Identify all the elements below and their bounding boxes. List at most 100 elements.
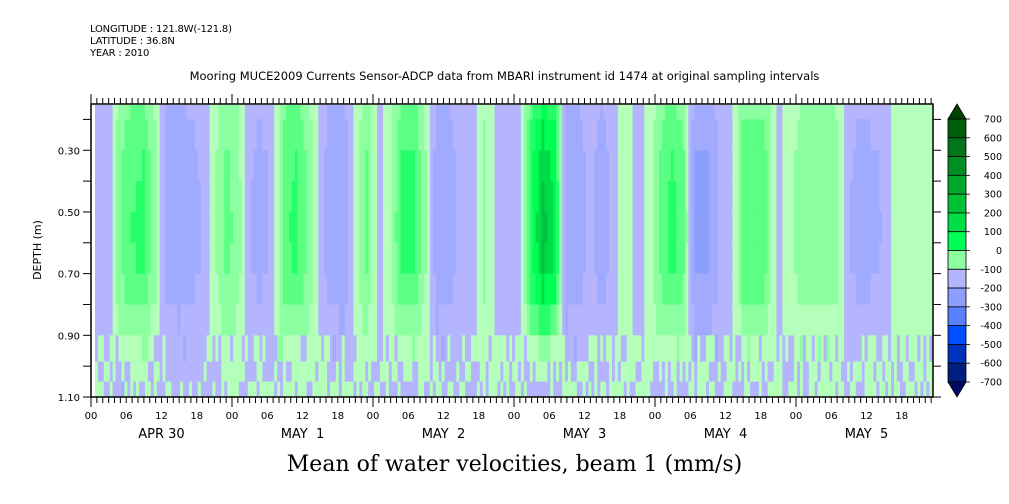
heatmap-cell bbox=[212, 119, 216, 151]
heatmap-cell bbox=[623, 273, 628, 305]
heatmap-cell bbox=[826, 105, 830, 120]
heatmap-cell bbox=[623, 181, 628, 213]
heatmap-cell bbox=[847, 335, 851, 363]
heatmap-cell bbox=[626, 119, 631, 151]
colorbar-label: -700 bbox=[980, 378, 1002, 389]
heatmap-cell bbox=[614, 150, 619, 182]
heatmap-cell bbox=[115, 150, 120, 182]
heatmap-cell bbox=[623, 119, 628, 151]
heatmap-cell bbox=[244, 211, 249, 244]
heatmap-cell bbox=[661, 211, 666, 244]
heatmap-cell bbox=[520, 361, 525, 383]
heatmap-cell bbox=[682, 181, 686, 213]
heatmap-cell bbox=[391, 361, 396, 383]
heatmap-cell bbox=[421, 242, 425, 275]
heatmap-cell bbox=[573, 273, 578, 305]
heatmap-cell bbox=[388, 381, 393, 397]
heatmap-cell bbox=[600, 381, 604, 397]
heatmap-cell bbox=[609, 150, 613, 182]
heatmap-cell bbox=[494, 242, 498, 275]
heatmap-cell bbox=[864, 335, 869, 363]
heatmap-cell bbox=[811, 273, 816, 305]
heatmap-cell bbox=[465, 381, 469, 397]
heatmap-cell bbox=[371, 119, 375, 151]
heatmap-cell bbox=[917, 150, 921, 182]
heatmap-cell bbox=[224, 211, 228, 244]
heatmap-cell bbox=[438, 381, 443, 397]
heatmap-cell bbox=[847, 304, 851, 336]
heatmap-cell bbox=[814, 211, 819, 244]
heatmap-cell bbox=[127, 361, 131, 383]
heatmap-cell bbox=[723, 211, 728, 244]
heatmap-cell bbox=[664, 304, 669, 336]
heatmap-cell bbox=[241, 361, 246, 383]
heatmap-cell bbox=[544, 150, 548, 182]
heatmap-cell bbox=[441, 181, 446, 213]
heatmap-cell bbox=[688, 150, 692, 182]
heatmap-cell bbox=[562, 304, 566, 336]
heatmap-cell bbox=[244, 119, 249, 151]
heatmap-cell bbox=[535, 273, 540, 305]
heatmap-cell bbox=[844, 381, 848, 397]
x-day-label: MAY 3 bbox=[563, 427, 607, 442]
heatmap-cell bbox=[388, 335, 393, 363]
heatmap-cell bbox=[697, 181, 701, 213]
heatmap-cell bbox=[908, 242, 913, 275]
heatmap-cell bbox=[617, 211, 622, 244]
heatmap-cell bbox=[703, 361, 707, 383]
heatmap-cell bbox=[238, 335, 243, 363]
heatmap-cell bbox=[767, 150, 772, 182]
colorbar-label: 500 bbox=[984, 152, 1002, 163]
heatmap-cell bbox=[717, 304, 722, 336]
heatmap-cell bbox=[694, 335, 698, 363]
heatmap-cell bbox=[506, 242, 510, 275]
heatmap-cell bbox=[459, 150, 463, 182]
heatmap-cell bbox=[656, 211, 660, 244]
heatmap-cell bbox=[415, 381, 419, 397]
heatmap-cell bbox=[855, 381, 860, 397]
heatmap-cell bbox=[576, 335, 581, 363]
heatmap-cell bbox=[277, 242, 281, 275]
heatmap-cell bbox=[808, 304, 813, 336]
heatmap-cell bbox=[485, 119, 490, 151]
heatmap-cell bbox=[838, 150, 842, 182]
heatmap-cell bbox=[142, 105, 146, 120]
heatmap-cell bbox=[303, 335, 308, 363]
heatmap-cell bbox=[559, 105, 563, 120]
heatmap-cell bbox=[691, 381, 695, 397]
heatmap-cell bbox=[753, 361, 757, 383]
heatmap-cell bbox=[485, 242, 490, 275]
heatmap-cell bbox=[726, 105, 731, 120]
heatmap-cell bbox=[115, 119, 120, 151]
heatmap-cell bbox=[638, 105, 642, 120]
heatmap-cell bbox=[103, 105, 108, 120]
heatmap-cell bbox=[429, 335, 434, 363]
heatmap-cell bbox=[659, 273, 663, 305]
heatmap-cell bbox=[456, 335, 460, 363]
heatmap-cell bbox=[535, 150, 540, 182]
heatmap-cell bbox=[341, 335, 346, 363]
heatmap-cell bbox=[318, 273, 322, 305]
heatmap-cell bbox=[503, 105, 507, 120]
heatmap-cell bbox=[562, 119, 566, 151]
heatmap-cell bbox=[905, 361, 910, 383]
heatmap-cell bbox=[697, 273, 701, 305]
heatmap-cell bbox=[512, 381, 516, 397]
heatmap-cell bbox=[142, 119, 146, 151]
heatmap-cell bbox=[703, 181, 707, 213]
heatmap-cell bbox=[112, 335, 117, 363]
heatmap-cell bbox=[153, 150, 158, 182]
heatmap-cell bbox=[791, 181, 795, 213]
heatmap-cell bbox=[344, 381, 349, 397]
heatmap-cell bbox=[247, 335, 252, 363]
heatmap-cell bbox=[614, 181, 619, 213]
heatmap-cell bbox=[500, 335, 504, 363]
heatmap-cell bbox=[811, 211, 816, 244]
heatmap-cell bbox=[673, 105, 678, 120]
heatmap-cell bbox=[556, 361, 560, 383]
heatmap-cell bbox=[515, 181, 519, 213]
heatmap-cell bbox=[764, 181, 769, 213]
heatmap-cell bbox=[165, 381, 169, 397]
heatmap-cell bbox=[729, 242, 733, 275]
heatmap-cell bbox=[162, 211, 167, 244]
